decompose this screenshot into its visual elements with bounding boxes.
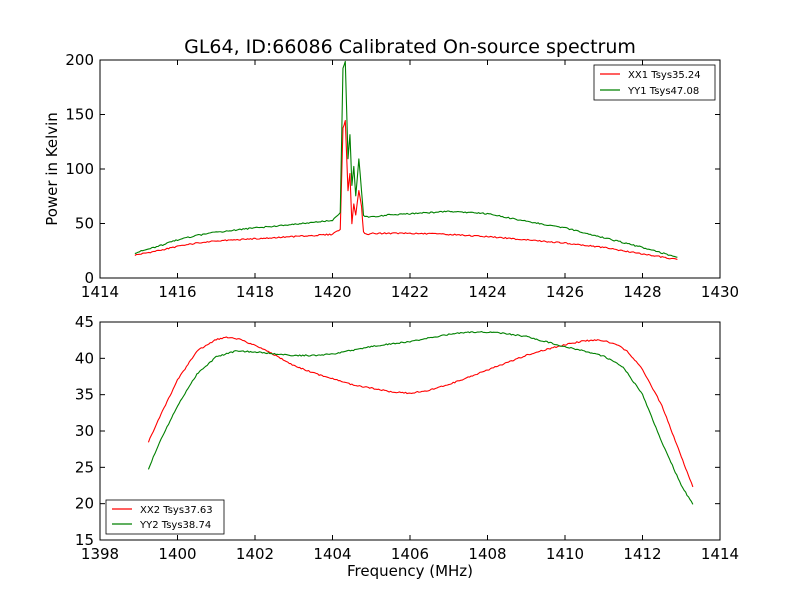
- bottom-xtick-label: 1404: [313, 545, 351, 563]
- top-xtick-label: 1424: [468, 283, 506, 301]
- bottom-legend-box: [105, 499, 225, 535]
- chart-title: GL64, ID:66086 Calibrated On-source spec…: [184, 36, 636, 58]
- bottom-xtick-label: 1412: [623, 545, 661, 563]
- top-plot-ylabel: Power in Kelvin: [43, 112, 61, 226]
- bottom-ytick-label: 30: [75, 422, 94, 440]
- bottom-plot-series: [147, 331, 694, 505]
- bottom-xtick-label: 1400: [158, 545, 196, 563]
- bottom-plot: 1398 1400 1402 1404 1406 1408 1410 1412 1414 15 20…: [75, 313, 739, 580]
- top-ytick-label: 150: [65, 106, 94, 124]
- bottom-ytick-label: 20: [75, 495, 94, 513]
- top-legend: XX1 Tsys35.24 YY1 Tsys47.08: [593, 64, 716, 101]
- top-xtick-label: 1430: [701, 283, 739, 301]
- bottom-ytick-label: 45: [75, 313, 94, 331]
- top-xtick-label: 1422: [391, 283, 429, 301]
- top-plot-ticks: 1414 1416 1418 1420 1422 1424 1426 1428 1430 0 50 1…: [65, 51, 739, 301]
- top-xtick-label: 1416: [158, 283, 196, 301]
- bottom-legend: XX2 Tsys37.63 YY2 Tsys38.74: [105, 499, 225, 535]
- bottom-xtick-label: 1406: [391, 545, 429, 563]
- bottom-xtick-label: 1398: [81, 545, 119, 563]
- bottom-xtick-label: 1408: [468, 545, 506, 563]
- bottom-plot-ticks: 1398 1400 1402 1404 1406 1408 1410 1412 1414 15 20…: [75, 313, 739, 563]
- bottom-series-yy-line: [147, 331, 694, 505]
- bottom-plot-xlabel: Frequency (MHz): [347, 562, 473, 580]
- bottom-ytick-label: 40: [75, 349, 94, 367]
- top-legend-box: [593, 64, 716, 101]
- top-ytick-label: 0: [84, 269, 94, 287]
- bottom-legend-label-yy2: YY2 Tsys38.74: [139, 520, 211, 531]
- top-xtick-label: 1428: [623, 283, 661, 301]
- top-legend-label-xx1: XX1 Tsys35.24: [628, 70, 701, 81]
- top-xtick-label: 1418: [236, 283, 274, 301]
- top-series-xx-line: [134, 120, 678, 260]
- bottom-ytick-label: 25: [75, 458, 94, 476]
- bottom-legend-label-xx2: XX2 Tsys37.63: [140, 505, 213, 516]
- top-plot: 1414 1416 1418 1420 1422 1424 1426 1428 1430 0 50 1…: [43, 51, 739, 301]
- bottom-ytick-label: 15: [75, 531, 94, 549]
- top-legend-label-yy1: YY1 Tsys47.08: [627, 86, 699, 97]
- bottom-xtick-label: 1402: [236, 545, 274, 563]
- top-ytick-label: 100: [65, 160, 94, 178]
- top-plot-frame: [99, 59, 721, 279]
- bottom-series-xx-line: [147, 336, 694, 488]
- top-series-yy-line: [134, 60, 678, 258]
- bottom-xtick-label: 1410: [546, 545, 584, 563]
- bottom-plot-frame: [99, 321, 721, 541]
- bottom-ytick-label: 35: [75, 386, 94, 404]
- top-xtick-label: 1426: [546, 283, 584, 301]
- top-xtick-label: 1420: [313, 283, 351, 301]
- top-xtick-label: 1414: [81, 283, 119, 301]
- bottom-xtick-label: 1414: [701, 545, 739, 563]
- top-ytick-label: 50: [75, 215, 94, 233]
- top-plot-series: [134, 60, 678, 260]
- top-ytick-label: 200: [65, 51, 94, 69]
